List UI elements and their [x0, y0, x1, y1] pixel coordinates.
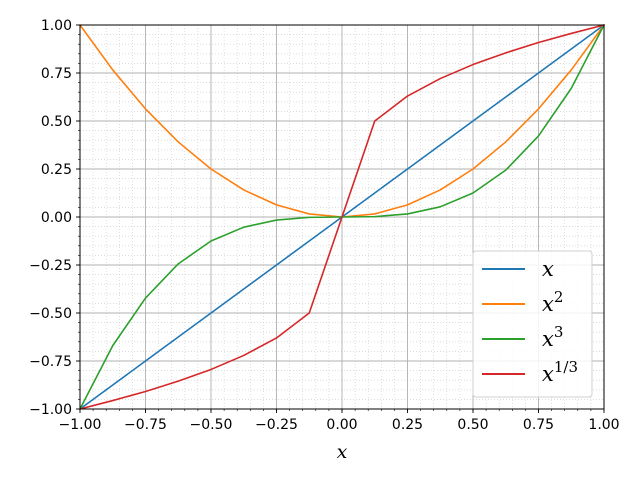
- y-tick-label: 0.50: [41, 114, 72, 130]
- legend-box: [472, 250, 593, 398]
- x-tick-label: −0.25: [255, 417, 298, 433]
- y-tick-label: 1.00: [41, 18, 72, 34]
- legend-label-exponent: 1/3: [554, 358, 578, 376]
- y-tick-label: 0.25: [41, 162, 72, 178]
- x-tick-label: 0.75: [523, 417, 554, 433]
- y-tick-label: −1.00: [29, 402, 72, 418]
- x-tick-label: −0.50: [190, 417, 233, 433]
- series-line: [79, 24, 605, 410]
- ticks: [76, 24, 605, 413]
- series-lines: [79, 24, 605, 410]
- x-tick-label: 0.25: [392, 417, 423, 433]
- y-tick-label: 0.00: [41, 210, 72, 226]
- legend-label-exponent: 2: [554, 288, 564, 306]
- x-tick-label: −0.75: [124, 417, 167, 433]
- x-axis-label: x: [337, 441, 348, 463]
- x-tick-label: 0.00: [326, 417, 357, 433]
- x-tick-label: −1.00: [59, 417, 102, 433]
- legend-label-exponent: 3: [554, 323, 564, 341]
- x-tick-label: 1.00: [588, 417, 619, 433]
- legend-label: x: [542, 257, 554, 281]
- y-tick-label: −0.50: [29, 306, 72, 322]
- y-tick-label: −0.25: [29, 258, 72, 274]
- tick-labels: −1.00 −0.75 −0.50 −0.25 0.00 0.25 0.50 0.75 1.00…: [29, 18, 619, 433]
- x-tick-label: 0.50: [457, 417, 488, 433]
- y-tick-label: −0.75: [29, 354, 72, 370]
- y-tick-label: 0.75: [41, 66, 72, 82]
